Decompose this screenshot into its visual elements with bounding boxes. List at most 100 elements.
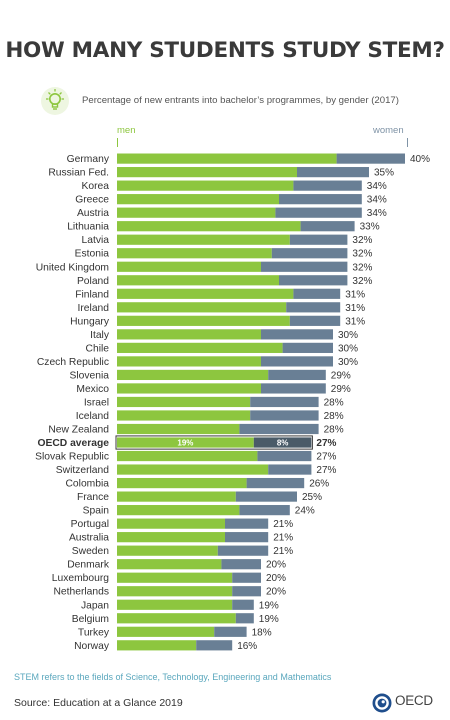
total-label: 30% (338, 343, 358, 354)
bar-women (282, 342, 333, 353)
bar-men (117, 437, 254, 448)
category-label: Turkey (78, 627, 110, 638)
bar-men (117, 613, 236, 624)
legend-men-tick (117, 138, 118, 147)
bar-men (117, 545, 218, 556)
bar-women (300, 221, 355, 232)
bar-women (239, 505, 290, 516)
category-label: Mexico (76, 384, 109, 395)
category-label: Sweden (72, 546, 109, 557)
bar-men (117, 586, 233, 597)
bar-men (117, 423, 240, 435)
highlight-outline (115, 435, 313, 450)
bar-women (225, 518, 269, 529)
category-label: Netherlands (53, 587, 109, 598)
bar-men (117, 342, 283, 353)
category-label: Lithuania (67, 222, 109, 233)
bar-women (246, 477, 305, 489)
category-label: Germany (67, 154, 110, 165)
total-label: 18% (252, 627, 272, 638)
category-label: Belgium (72, 614, 109, 625)
total-label: 19% (259, 600, 279, 611)
bar-women (257, 450, 312, 462)
bar-women (261, 329, 333, 340)
total-label: 30% (338, 330, 358, 341)
bar-men (117, 626, 215, 637)
data-label-men: 19% (177, 439, 193, 448)
lightbulb-icon (41, 87, 69, 115)
category-label: Norway (74, 641, 110, 652)
total-label: 32% (352, 262, 372, 273)
bar-men (117, 491, 236, 502)
bar-women (289, 315, 341, 326)
category-label: Denmark (67, 560, 110, 571)
bar-men (117, 275, 279, 286)
category-label: Portugal (71, 519, 109, 530)
total-label: 24% (295, 506, 315, 517)
bar-women (279, 194, 362, 205)
category-label: Slovak Republic (35, 452, 109, 463)
bar-men (117, 315, 290, 326)
bar-women (261, 261, 348, 272)
bar-men (117, 167, 297, 178)
bar-women (279, 275, 348, 286)
total-label: 31% (345, 289, 365, 300)
source-text: Source: Education at a Glance 2019 (14, 697, 183, 709)
total-label: 26% (309, 479, 329, 490)
bar-men (117, 599, 233, 610)
total-label: 25% (302, 492, 322, 503)
total-label: 21% (273, 519, 293, 530)
category-label: Finland (75, 289, 109, 300)
bar-men (117, 518, 225, 529)
bar-women (232, 586, 261, 597)
bar-men (117, 234, 290, 245)
oecd-logo-icon (372, 693, 392, 713)
bar-men (117, 477, 247, 489)
bar-men (117, 383, 261, 394)
bar-women (239, 423, 319, 435)
total-label: 20% (266, 573, 286, 584)
bar-women (235, 491, 297, 502)
bar-men (117, 464, 269, 475)
bar-men (117, 532, 225, 543)
category-label: Luxembourg (52, 573, 110, 584)
category-label: France (77, 492, 109, 503)
total-label: 29% (331, 370, 351, 381)
total-label: 34% (367, 181, 387, 192)
total-label: 28% (324, 425, 344, 436)
bar-women (217, 545, 269, 556)
total-label: 32% (352, 249, 372, 260)
category-label: Australia (69, 533, 109, 544)
bar-women (271, 248, 348, 259)
total-label: 21% (273, 533, 293, 544)
total-label: 34% (367, 208, 387, 219)
total-label: 20% (266, 587, 286, 598)
bar-women (289, 234, 348, 245)
category-label: Spain (83, 506, 110, 517)
category-label: New Zealand (48, 425, 109, 436)
category-label: Czech Republic (37, 357, 109, 368)
category-label: Latvia (82, 235, 110, 246)
category-label: Israel (84, 397, 109, 408)
bar-men (117, 221, 301, 232)
bar-men (117, 450, 258, 462)
page-title: HOW MANY STUDENTS STUDY STEM? (5, 38, 445, 63)
total-label: 35% (374, 168, 394, 179)
footnote: STEM refers to the fields of Science, Te… (14, 672, 332, 682)
category-label: Switzerland (56, 465, 109, 476)
category-label: Japan (81, 600, 109, 611)
bar-men (117, 207, 276, 218)
category-label: Greece (75, 195, 109, 206)
total-label: 28% (324, 397, 344, 408)
total-label: 20% (266, 560, 286, 571)
oecd-brand: OECD (395, 693, 433, 708)
category-label: Italy (90, 330, 110, 341)
total-label: 31% (345, 316, 365, 327)
category-label: Colombia (66, 479, 110, 490)
bar-women (250, 410, 319, 421)
legend-women-tick (407, 138, 408, 147)
category-label: Poland (77, 276, 109, 287)
legend-women: women (373, 125, 404, 136)
bar-women (221, 559, 261, 570)
legend-men: men (117, 125, 136, 136)
